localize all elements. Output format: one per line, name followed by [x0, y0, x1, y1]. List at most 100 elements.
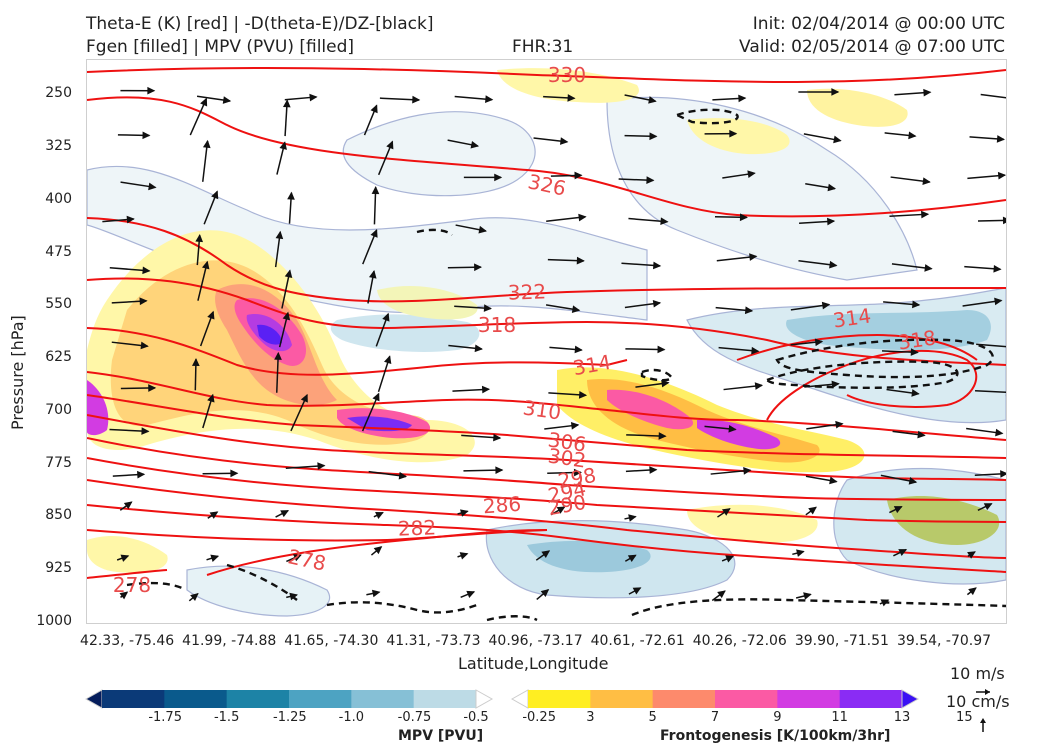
colorbar-tick-label: -0.25 [522, 710, 556, 725]
y-tick-label: 475 [45, 243, 72, 260]
wind-arrowhead [139, 297, 148, 306]
colorbar-tick-label: 5 [648, 710, 657, 725]
wind-arrowhead [657, 345, 666, 354]
wind-arrowhead [803, 592, 812, 600]
wind-arrowhead [751, 346, 760, 355]
wind-arrowhead [371, 589, 381, 598]
wind-arrowhead [921, 210, 930, 219]
wind-arrowhead [922, 177, 931, 185]
wind-arrowhead [202, 139, 211, 149]
wind-arrowhead [628, 514, 637, 522]
wind-arrowhead [209, 511, 219, 519]
x-tick-label: 40.61, -72.61 [590, 633, 685, 649]
colorbar-segment [839, 690, 903, 708]
wind-arrowhead [567, 94, 576, 102]
wind-arrowhead [728, 424, 737, 433]
wind-arrowhead [967, 551, 976, 559]
wind-arrowhead [924, 264, 933, 272]
wind-arrowhead [661, 379, 670, 388]
x-axis-label: Latitude,Longitude [458, 654, 609, 673]
wind-arrowhead [829, 476, 838, 485]
wind-arrowhead [372, 392, 380, 402]
colorbar-tick-label: 15 [956, 710, 973, 725]
wind-arrowhead [190, 592, 199, 602]
wind-arrowhead [652, 299, 662, 308]
wind-arrowhead [282, 311, 291, 321]
wind-arrowhead [148, 384, 157, 392]
theta-e-label: 290 [546, 490, 588, 520]
wind-arrowhead [747, 170, 756, 178]
cross-section-svg: 3303263223183143143183103063022982942902… [86, 63, 1019, 622]
valid-time: Valid: 02/05/2014 @ 07:00 UTC [739, 37, 1005, 57]
wind-arrowhead [300, 393, 308, 403]
wind-arrowhead [470, 140, 480, 149]
wind-arrowhead [384, 355, 392, 365]
theta-e-contour-labels: 3303263223183143143183103063022982942902… [113, 63, 938, 597]
wind-arrowhead [827, 183, 837, 192]
mpv-colorbar-title: MPV [PVU] [398, 728, 484, 744]
wind-arrowhead [459, 552, 469, 560]
wind-arrowhead [917, 430, 926, 439]
wind-arrowhead [195, 233, 204, 243]
wind-arrowhead [210, 554, 220, 562]
colorbar-segment [777, 690, 841, 708]
wind-arrowhead [725, 555, 735, 563]
wind-arrowhead [658, 432, 667, 440]
colorbar-segment [590, 690, 654, 708]
wind-arrowhead [649, 132, 658, 141]
wind-arrowhead [627, 554, 637, 563]
theta-e-label: 318 [896, 325, 937, 354]
colorbar-segment [289, 690, 352, 708]
init-time: Init: 02/04/2014 @ 00:00 UTC [752, 14, 1005, 34]
colorbar-tick-label: 13 [893, 710, 911, 725]
wind-arrowhead [142, 131, 151, 140]
wind-arrowhead [570, 421, 580, 430]
wind-arrowhead [893, 506, 903, 514]
wind-arrowhead [995, 428, 1004, 437]
wind-arrowhead [120, 554, 130, 562]
wind-arrowhead [141, 427, 150, 435]
wind-arrowhead [279, 141, 287, 150]
mpv-fill-layer [86, 96, 1007, 617]
wind-arrowhead [483, 304, 492, 312]
colorbar-segment [528, 690, 591, 708]
x-tick-label: 39.54, -70.97 [896, 633, 992, 649]
wind-arrowhead [147, 86, 156, 95]
wind-arrowhead [912, 300, 921, 309]
wind-arrowhead [478, 225, 487, 234]
y-tick-label: 850 [45, 507, 72, 524]
wind-arrowhead [646, 176, 655, 184]
wind-arrowhead [207, 393, 215, 403]
wind-arrowhead [993, 264, 1002, 273]
fgen-colorbar [510, 689, 920, 709]
wind-arrowhead [222, 96, 232, 104]
wind-arrowhead [743, 467, 752, 475]
colorbar-tick-label: -1.75 [148, 710, 182, 725]
colorbar-tick-label: -0.5 [463, 710, 489, 725]
wind-arrowhead [375, 511, 384, 519]
wind-arrowhead [648, 96, 657, 104]
colorbar-tick-label: -1.0 [338, 710, 365, 725]
y-tick-label: 400 [45, 190, 72, 207]
wind-arrowhead [744, 306, 754, 315]
wind-arrowhead [574, 171, 583, 180]
wind-arrowhead [576, 256, 585, 265]
colorbar-segment [715, 690, 778, 708]
wind-vectors [102, 86, 1019, 607]
y-tick-label: 625 [45, 349, 72, 366]
wind-arrowhead [573, 468, 582, 477]
x-tick-label: 40.26, -72.06 [692, 633, 787, 649]
wind-arrowhead [493, 433, 502, 442]
y-tick-label: 250 [45, 85, 72, 102]
wind-reference-horizontal: 10 m/s [950, 664, 1005, 683]
wind-arrowhead [649, 466, 658, 474]
wind-arrowhead [211, 190, 219, 200]
wind-arrowhead [142, 266, 151, 275]
ref-arrowhead-vertical [980, 718, 986, 723]
wind-arrowhead [835, 420, 844, 429]
wind-arrowhead [494, 173, 503, 182]
wind-arrowhead [829, 260, 838, 269]
wind-arrowhead [908, 131, 917, 140]
wind-arrowhead [827, 217, 836, 226]
x-tick-label: 41.99, -74.88 [182, 633, 277, 649]
